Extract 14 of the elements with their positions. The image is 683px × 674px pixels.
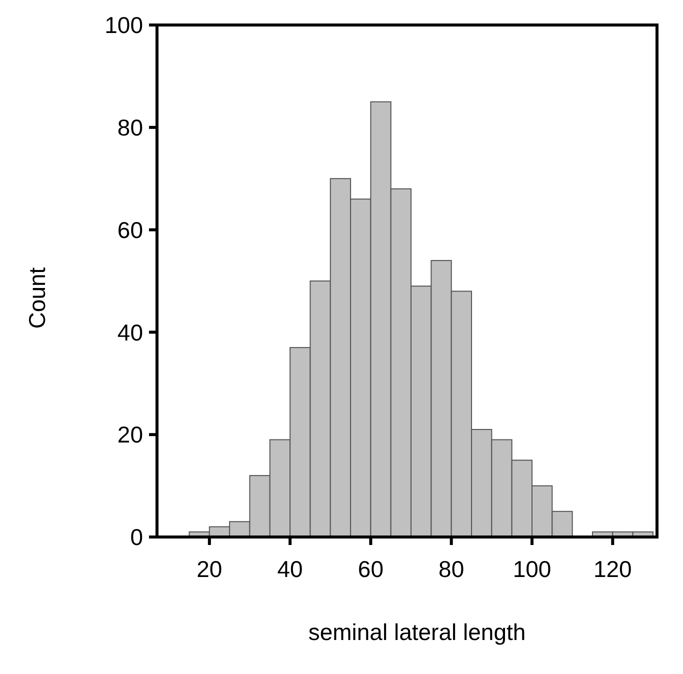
y-tick-label: 80 <box>117 114 143 140</box>
x-tick-label: 20 <box>196 556 222 582</box>
x-tick-label: 120 <box>593 556 632 582</box>
y-tick-label: 20 <box>117 422 143 448</box>
y-tick-label: 0 <box>130 524 143 550</box>
y-tick-label: 60 <box>117 216 143 243</box>
x-tick-label: 100 <box>512 556 552 582</box>
x-tick-label: 40 <box>277 556 303 582</box>
y-tick-label: 40 <box>117 319 143 346</box>
y-tick-label: 100 <box>104 12 143 38</box>
x-tick-label: 60 <box>358 556 384 582</box>
x-tick-label: 80 <box>438 556 464 582</box>
x-axis-title: seminal lateral length <box>308 619 526 645</box>
y-axis-title: Count <box>24 266 50 329</box>
